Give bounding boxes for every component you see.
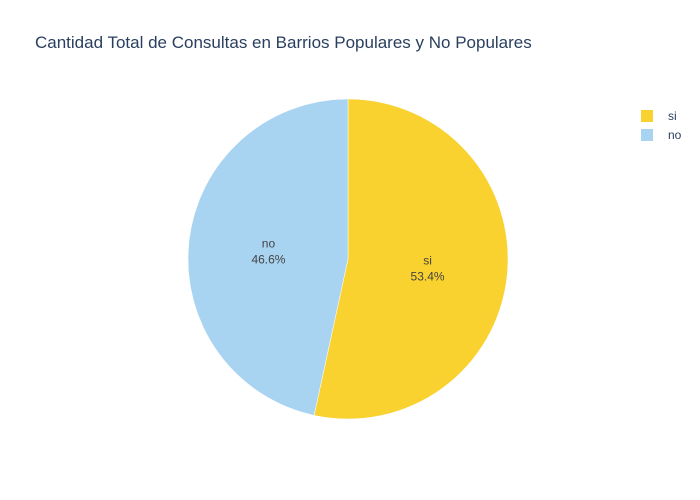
slice-label-category-si: si (423, 254, 432, 268)
legend-item-no[interactable]: no (641, 125, 681, 144)
legend-swatch-no (641, 128, 653, 141)
chart-title: Cantidad Total de Consultas en Barrios P… (35, 33, 532, 52)
legend-swatch-si (641, 109, 653, 122)
legend-label-si: si (668, 108, 677, 123)
legend-item-si[interactable]: si (641, 106, 681, 125)
slice-label-percent-si: 53.4% (411, 270, 445, 284)
legend: si no (641, 106, 681, 144)
slice-label-category-no: no (262, 236, 276, 250)
pie-slice-si[interactable] (313, 98, 509, 420)
slice-label-percent-no: 46.6% (251, 252, 285, 266)
legend-label-no: no (668, 127, 682, 142)
pie-slice-no[interactable] (187, 98, 349, 416)
